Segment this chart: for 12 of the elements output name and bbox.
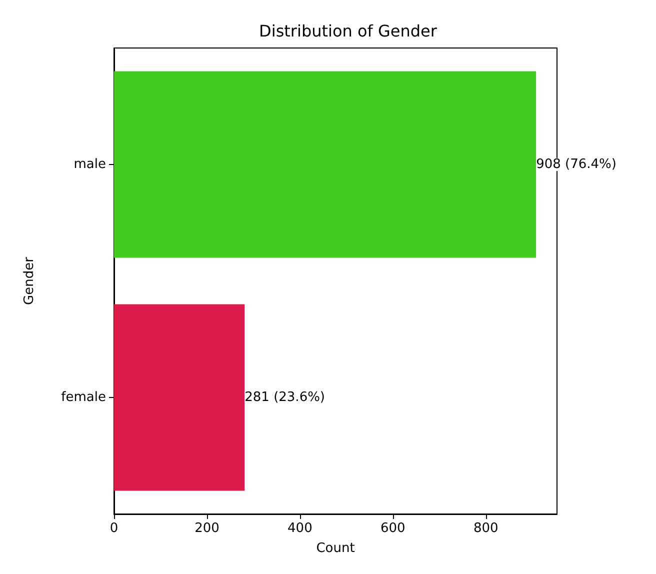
y-axis-title: Gender [22,256,37,305]
x-tick-label: 200 [194,521,220,536]
x-axis-title: Count [316,541,355,556]
chart-title: Distribution of Gender [259,22,438,40]
x-tick-label: 800 [473,521,498,536]
x-tick-label: 0 [110,521,118,536]
x-tick-label: 400 [288,521,312,536]
y-tick-label: male [74,157,106,172]
x-tick-label: 600 [380,521,406,536]
data-label: 908 (76.4%) [536,157,616,172]
y-tick-label: female [61,390,106,405]
data-label: 281 (23.6%) [244,390,326,405]
